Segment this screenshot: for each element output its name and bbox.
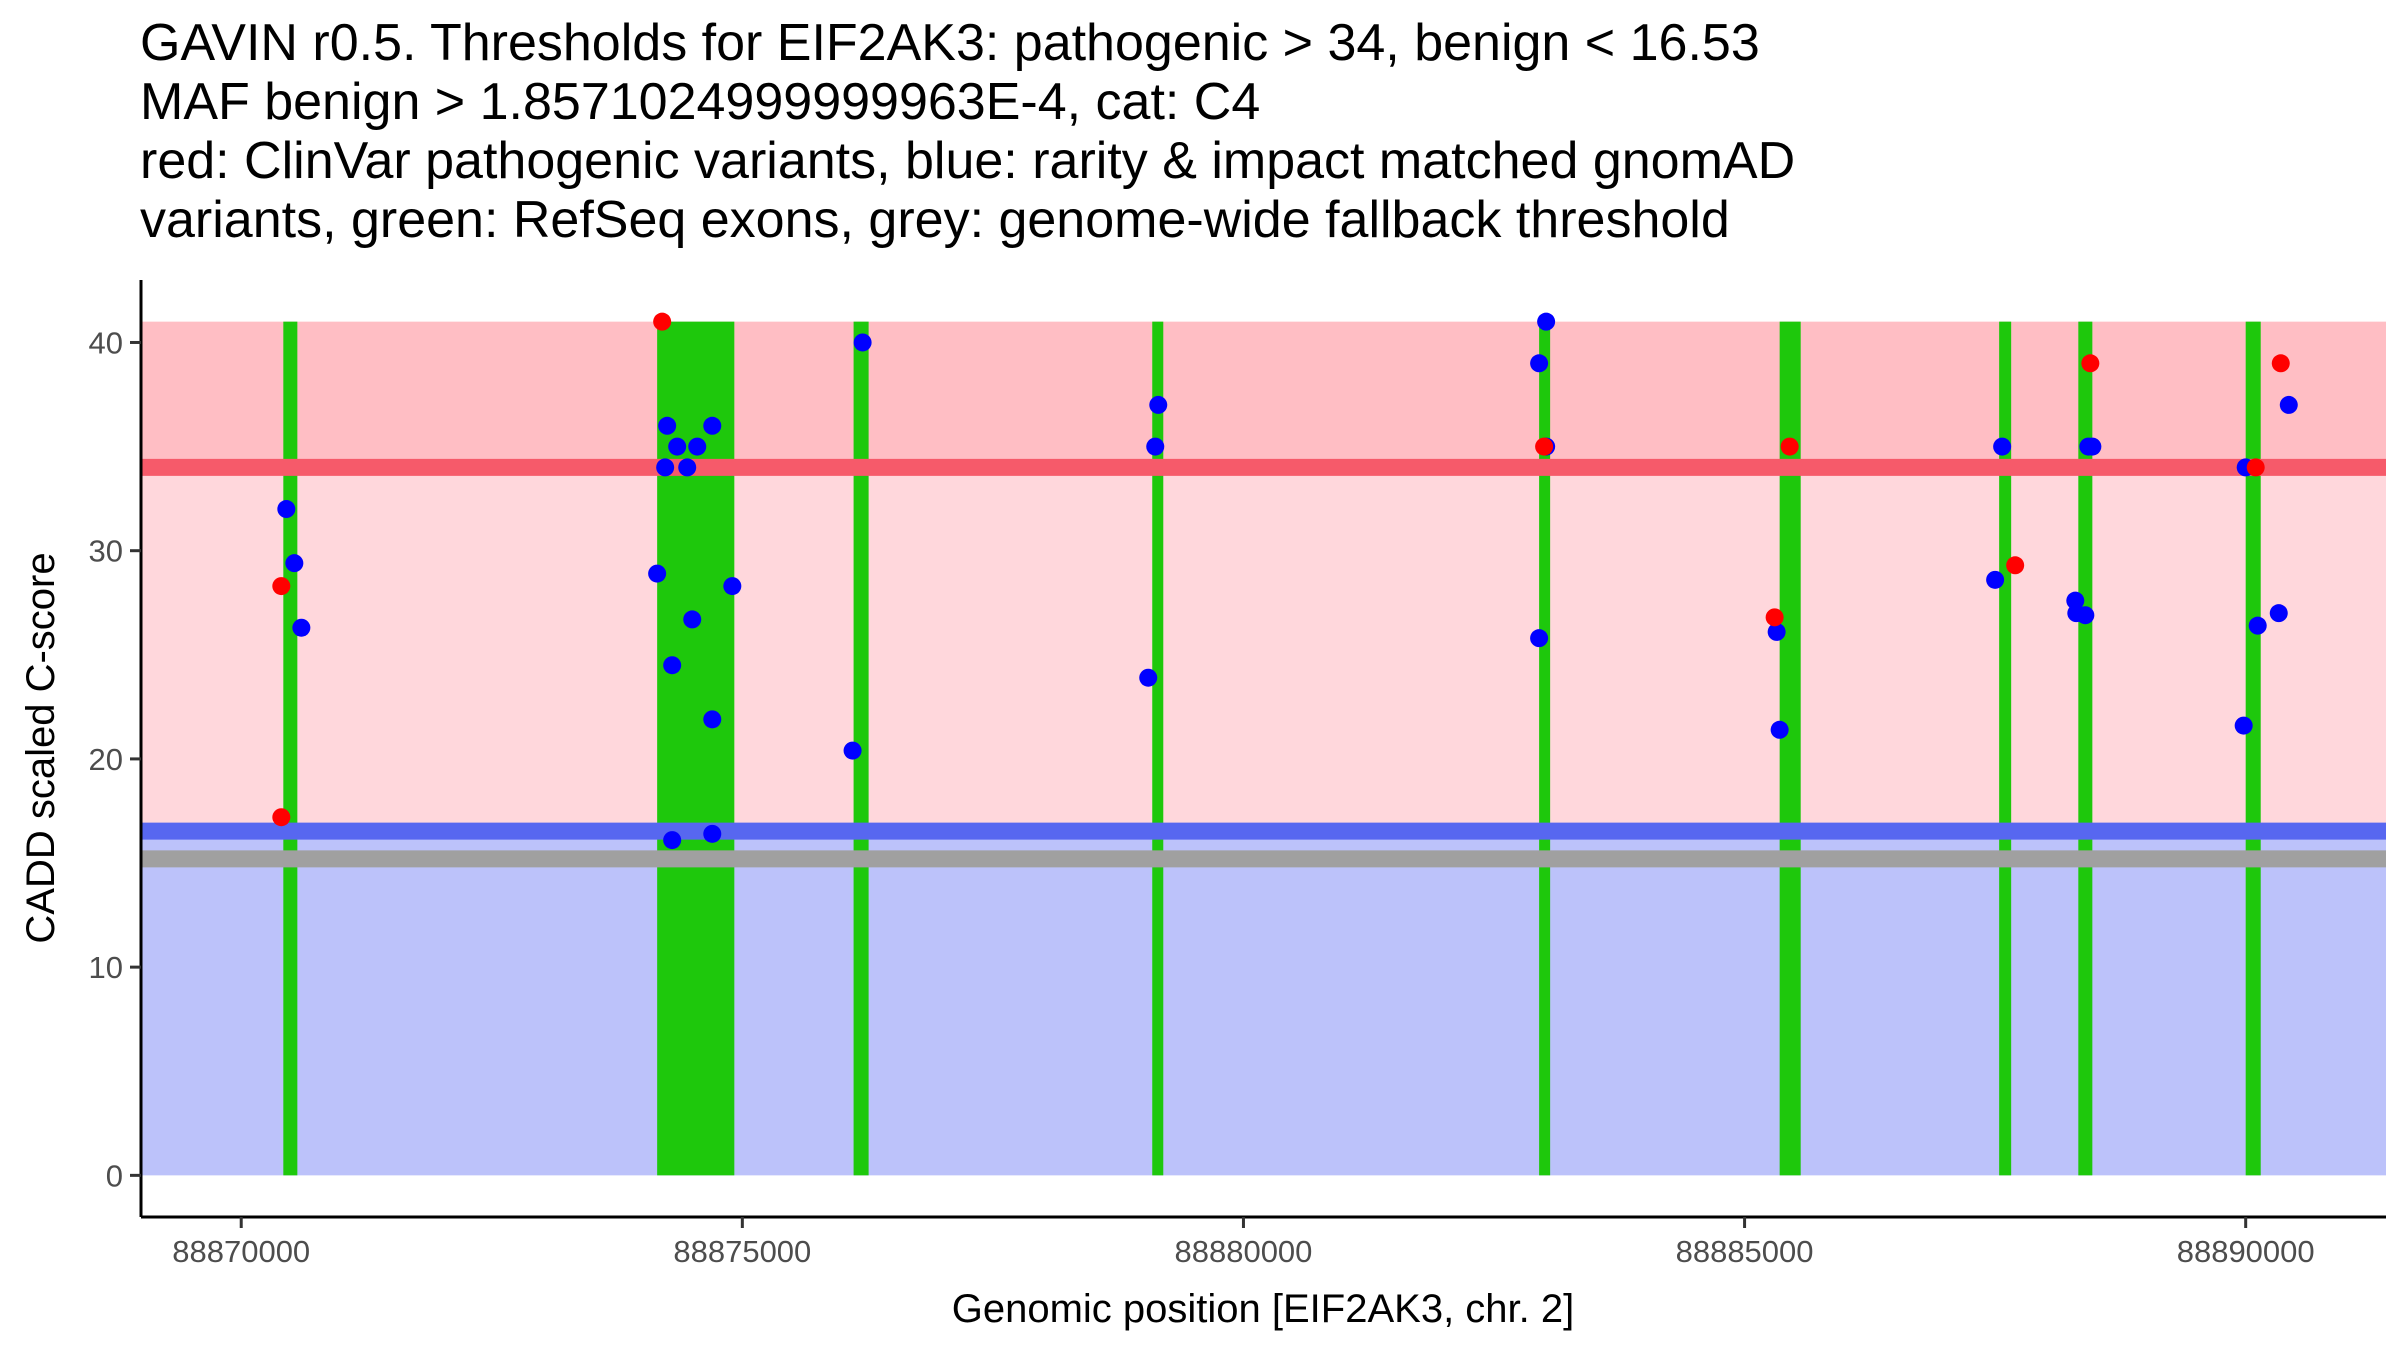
gnomad-matched-point	[1139, 668, 1158, 687]
clinvar-pathogenic-point	[1765, 608, 1784, 627]
gnomad-matched-point	[1530, 629, 1549, 648]
gnomad-matched-point	[1537, 312, 1556, 331]
x-tick-label: 88870000	[172, 1234, 310, 1269]
gnomad-matched-point	[1993, 437, 2012, 456]
y-tick-label: 20	[89, 742, 123, 777]
gnomad-matched-point	[703, 824, 722, 843]
title-line: red: ClinVar pathogenic variants, blue: …	[140, 132, 1796, 190]
gnomad-matched-point	[2234, 716, 2253, 735]
clinvar-pathogenic-point	[653, 312, 672, 331]
gnomad-matched-point	[843, 741, 862, 760]
gnomad-matched-point	[277, 500, 296, 519]
pathogenic-region	[141, 321, 2386, 468]
clinvar-pathogenic-point	[1780, 437, 1799, 456]
y-tick-label: 40	[89, 325, 123, 360]
x-tick-label: 88880000	[1174, 1234, 1312, 1269]
y-tick-label: 0	[106, 1158, 123, 1193]
x-tick-label: 88885000	[1676, 1234, 1814, 1269]
title-line: variants, green: RefSeq exons, grey: gen…	[140, 191, 1730, 249]
variant-points	[272, 312, 2298, 850]
gnomad-matched-point	[703, 710, 722, 729]
gnomad-matched-point	[678, 458, 697, 477]
title-line: GAVIN r0.5. Thresholds for EIF2AK3: path…	[140, 14, 1760, 72]
gnomad-matched-point	[2279, 395, 2298, 414]
chart-title: GAVIN r0.5. Thresholds for EIF2AK3: path…	[140, 14, 2380, 250]
exon-band	[2078, 321, 2093, 1176]
y-ticks: 0 10 20 30 40	[89, 325, 141, 1193]
clinvar-pathogenic-point	[2246, 458, 2265, 477]
gnomad-matched-point	[1986, 570, 2005, 589]
exon-band	[1539, 321, 1551, 1176]
gnomad-matched-point	[2269, 604, 2288, 623]
exon-band	[1779, 321, 1801, 1176]
gnomad-matched-point	[1149, 395, 1168, 414]
gnomad-matched-point	[285, 554, 304, 573]
x-ticks: 88870000 88875000 88880000 88885000 88890000	[172, 1217, 2315, 1269]
gnomad-matched-point	[656, 458, 675, 477]
gnomad-matched-point	[1770, 720, 1789, 739]
gnomad-matched-point	[663, 656, 682, 675]
gnomad-matched-point	[663, 831, 682, 850]
clinvar-pathogenic-point	[272, 808, 291, 827]
gnomad-matched-point	[1146, 437, 1165, 456]
clinvar-pathogenic-point	[1535, 437, 1554, 456]
gnomad-matched-point	[683, 610, 702, 629]
gnomad-matched-point	[2076, 606, 2095, 625]
gnomad-matched-point	[723, 577, 742, 596]
clinvar-pathogenic-point	[2271, 354, 2290, 373]
gnomad-matched-point	[668, 437, 687, 456]
threshold-regions	[141, 321, 2386, 1176]
y-axis-title: CADD scaled C-score	[19, 552, 63, 943]
gnomad-matched-point	[2083, 437, 2102, 456]
x-tick-label: 88875000	[673, 1234, 811, 1269]
benign-region	[141, 831, 2386, 1176]
x-axis-title: Genomic position [EIF2AK3, chr. 2]	[952, 1287, 1575, 1331]
axes	[139, 280, 2386, 1219]
title-line: MAF benign > 1.8571024999999963E-4, cat:…	[140, 73, 1261, 131]
gnomad-matched-point	[703, 416, 722, 435]
gnomad-matched-point	[648, 564, 667, 583]
exon-band	[1999, 321, 2012, 1176]
x-tick-label: 88890000	[2177, 1234, 2315, 1269]
vus-region	[141, 467, 2386, 832]
exon-band	[1152, 321, 1164, 1176]
gnomad-matched-point	[2248, 616, 2267, 635]
gnomad-matched-point	[1767, 622, 1786, 641]
gnomad-matched-point	[853, 333, 872, 352]
gnomad-matched-point	[688, 437, 707, 456]
clinvar-pathogenic-point	[2006, 556, 2025, 575]
y-tick-label: 10	[89, 950, 123, 985]
clinvar-pathogenic-point	[2081, 354, 2100, 373]
gnomad-matched-point	[658, 416, 677, 435]
threshold-lines	[141, 458, 2386, 868]
exon-band	[2245, 321, 2261, 1176]
y-tick-label: 30	[89, 534, 123, 569]
clinvar-pathogenic-point	[272, 577, 291, 596]
gnomad-matched-point	[1530, 354, 1549, 373]
exon-band	[283, 321, 298, 1176]
gnomad-matched-point	[292, 618, 311, 637]
